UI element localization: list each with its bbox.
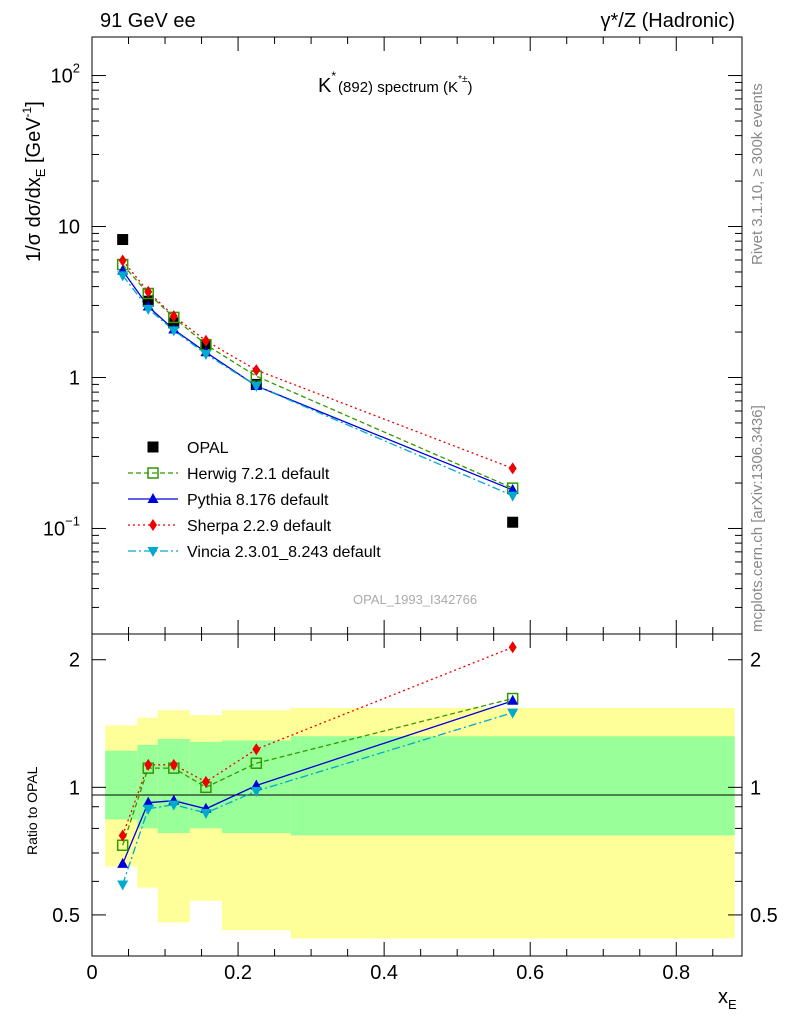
main-series-lines <box>122 260 513 497</box>
main-line-vincia-2-3-01-8-243-default <box>122 274 513 497</box>
legend-marker-sherpa-2-2-9-default <box>149 519 157 531</box>
main-point-sherpa-2-2-9-default <box>252 364 261 377</box>
x-tick-label: 0.2 <box>224 962 252 984</box>
main-point-vincia-2-3-01-8-243-default <box>117 271 129 282</box>
ratio-point-vincia-2-3-01-8-243-default <box>250 787 262 798</box>
main-y-axis-label: 1/σ dσ/dxE [GeV-1] <box>20 101 48 262</box>
ratio-y-tick-label-left: 2 <box>69 650 80 672</box>
main-axis-ticks: 102 10 1 10−1 <box>43 37 742 635</box>
x-tick-label: 0 <box>86 962 97 984</box>
legend-label-herwig-7-2-1-default: Herwig 7.2.1 default <box>187 466 330 483</box>
main-y-tick-label: 10 <box>58 217 80 239</box>
rivet-label: Rivet 3.1.10, ≥ 300k events <box>749 83 766 265</box>
main-point-vincia-2-3-01-8-243-default <box>168 326 180 337</box>
main-line-herwig-7-2-1-default <box>122 264 513 489</box>
ratio-y-axis-label: Ratio to OPAL <box>24 766 40 855</box>
x-tick-label: 0.8 <box>662 962 690 984</box>
ratio-point-sherpa-2-2-9-default <box>144 758 153 771</box>
ratio-point-sherpa-2-2-9-default <box>118 829 127 842</box>
main-y-tick-label: 10−1 <box>43 513 80 540</box>
legend-label-sherpa-2-2-9-default: Sherpa 2.2.9 default <box>187 518 332 535</box>
main-point-sherpa-2-2-9-default <box>118 254 127 267</box>
ratio-point-pythia-8-176-default <box>117 857 129 868</box>
main-point-vincia-2-3-01-8-243-default <box>250 381 262 392</box>
energy-label: 91 GeV ee <box>100 10 196 32</box>
ratio-point-sherpa-2-2-9-default <box>169 758 178 771</box>
legend-marker-pythia-8-176-default <box>147 493 159 503</box>
main-point-vincia-2-3-01-8-243-default <box>142 304 154 315</box>
ratio-frame <box>91 633 743 957</box>
ratio-point-pythia-8-176-default <box>142 796 154 807</box>
mcplots-label: mcplots.cern.ch [arXiv:1306.3436] <box>749 405 766 632</box>
legend-label-pythia-8-176-default: Pythia 8.176 default <box>187 492 329 509</box>
x-tick-label: 0.6 <box>516 962 544 984</box>
main-point-sherpa-2-2-9-default <box>144 285 153 298</box>
ratio-uncertainty-bands <box>105 707 735 939</box>
ratio-y-tick-label-left: 0.5 <box>52 905 80 927</box>
main-y-tick-label: 102 <box>51 61 80 88</box>
ratio-panel: 2 2 1 1 0.5 0.5 0 0.2 0.4 0.6 0.8 Ratio to OPAL xE <box>24 633 778 1012</box>
ratio-axis-ticks: 2 2 1 1 0.5 0.5 0 0.2 0.4 0.6 0.8 <box>52 634 778 984</box>
ratio-point-herwig-7-2-1-default <box>250 757 263 769</box>
main-title: K*(892) spectrum (K*±) <box>318 69 472 97</box>
process-label: γ*/Z (Hadronic) <box>601 10 735 32</box>
x-axis-label: xE <box>718 986 737 1012</box>
ratio-point-sherpa-2-2-9-default <box>252 743 261 756</box>
ratio-line-pythia-8-176-default <box>122 700 513 865</box>
ratio-line-vincia-2-3-01-8-243-default <box>122 712 513 885</box>
main-series-markers <box>116 234 519 528</box>
ratio-point-sherpa-2-2-9-default <box>201 775 210 788</box>
legend-label-opal: OPAL <box>187 440 229 457</box>
analysis-watermark: OPAL_1993_I342766 <box>353 592 477 607</box>
main-point-opal <box>117 234 129 246</box>
ratio-point-vincia-2-3-01-8-243-default <box>142 804 154 815</box>
legend-label-vincia-2-3-01-8-243-default: Vincia 2.3.01_8.243 default <box>187 544 381 561</box>
ratio-point-pythia-8-176-default <box>250 779 262 790</box>
main-point-sherpa-2-2-9-default <box>169 310 178 323</box>
main-point-opal <box>507 516 519 528</box>
legend-marker-vincia-2-3-01-8-243-default <box>147 547 159 557</box>
main-line-sherpa-2-2-9-default <box>122 260 513 469</box>
main-point-sherpa-2-2-9-default <box>201 334 210 347</box>
x-tick-label: 0.4 <box>370 962 398 984</box>
ratio-line-herwig-7-2-1-default <box>122 697 513 846</box>
ratio-y-tick-label-right: 1 <box>750 777 761 799</box>
legend: OPAL Herwig 7.2.1 default Pythia 8.176 def… <box>128 440 381 561</box>
ratio-point-vincia-2-3-01-8-243-default <box>200 808 212 819</box>
main-y-tick-label: 1 <box>69 367 80 389</box>
main-line-pythia-8-176-default <box>122 270 513 491</box>
main-panel: K*(892) spectrum (K*±) 1/σ dσ/dxE [GeV-1… <box>20 36 743 635</box>
ratio-band-green <box>290 736 735 836</box>
legend-marker-opal <box>147 441 159 453</box>
ratio-point-vincia-2-3-01-8-243-default <box>168 800 180 811</box>
ratio-y-tick-label-left: 1 <box>69 777 80 799</box>
main-point-vincia-2-3-01-8-243-default <box>200 350 212 361</box>
ratio-point-sherpa-2-2-9-default <box>508 641 517 654</box>
ratio-point-vincia-2-3-01-8-243-default <box>507 708 519 719</box>
ratio-point-vincia-2-3-01-8-243-default <box>117 880 129 891</box>
legend-marker-herwig-7-2-1-default <box>147 467 159 479</box>
ratio-band-green <box>105 750 138 820</box>
ratio-y-tick-label-right: 0.5 <box>750 905 778 927</box>
ratio-series-markers <box>116 641 519 891</box>
ratio-point-pythia-8-176-default <box>507 694 519 705</box>
main-point-pythia-8-176-default <box>507 483 519 494</box>
main-point-sherpa-2-2-9-default <box>508 462 517 475</box>
ratio-band-green <box>157 739 190 834</box>
main-point-vincia-2-3-01-8-243-default <box>507 491 519 502</box>
ratio-y-tick-label-right: 2 <box>750 650 761 672</box>
ratio-series-lines <box>122 646 513 885</box>
